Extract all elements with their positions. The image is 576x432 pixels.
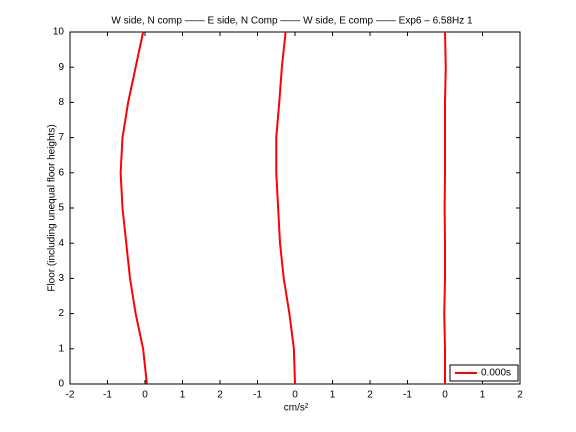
series-line: [275, 31, 296, 385]
x-tick-label: 2: [217, 390, 223, 401]
x-tick-label: 0: [142, 390, 148, 401]
y-tick-label: 1: [58, 343, 64, 354]
x-tick-label: 0: [292, 390, 298, 401]
x-axis-label: cm/s²: [284, 403, 309, 414]
x-tick-label: 1: [180, 390, 186, 401]
series-line: [119, 31, 148, 385]
y-axis-label: Floor (including unequal floor heights): [47, 124, 58, 291]
x-tick-label: 0: [442, 390, 448, 401]
legend-label: 0.000s: [481, 368, 511, 379]
legend-box: [449, 364, 519, 382]
y-tick-label: 6: [58, 167, 64, 178]
x-tick-label: 2: [517, 390, 523, 401]
y-tick-label: 9: [58, 62, 64, 73]
x-tick-label: 2: [367, 390, 373, 401]
y-tick-label: 0: [58, 379, 64, 390]
y-tick-label: 3: [58, 273, 64, 284]
y-tick-label: 4: [58, 238, 64, 249]
x-tick-label: -1: [403, 390, 412, 401]
x-tick-label: 1: [330, 390, 336, 401]
y-tick-label: 10: [53, 27, 65, 38]
y-tick-label: 8: [58, 97, 64, 108]
x-tick-label: -1: [253, 390, 262, 401]
series-line: [443, 31, 447, 384]
y-tick-label: 2: [58, 308, 64, 319]
y-tick-label: 5: [58, 203, 64, 214]
y-tick-label: 7: [58, 132, 64, 143]
chart-title: W side, N comp —— E side, N Comp —— W si…: [111, 16, 473, 27]
x-tick-label: -2: [66, 390, 75, 401]
x-tick-label: 1: [480, 390, 486, 401]
x-tick-label: -1: [103, 390, 112, 401]
axes-box: [69, 31, 521, 385]
